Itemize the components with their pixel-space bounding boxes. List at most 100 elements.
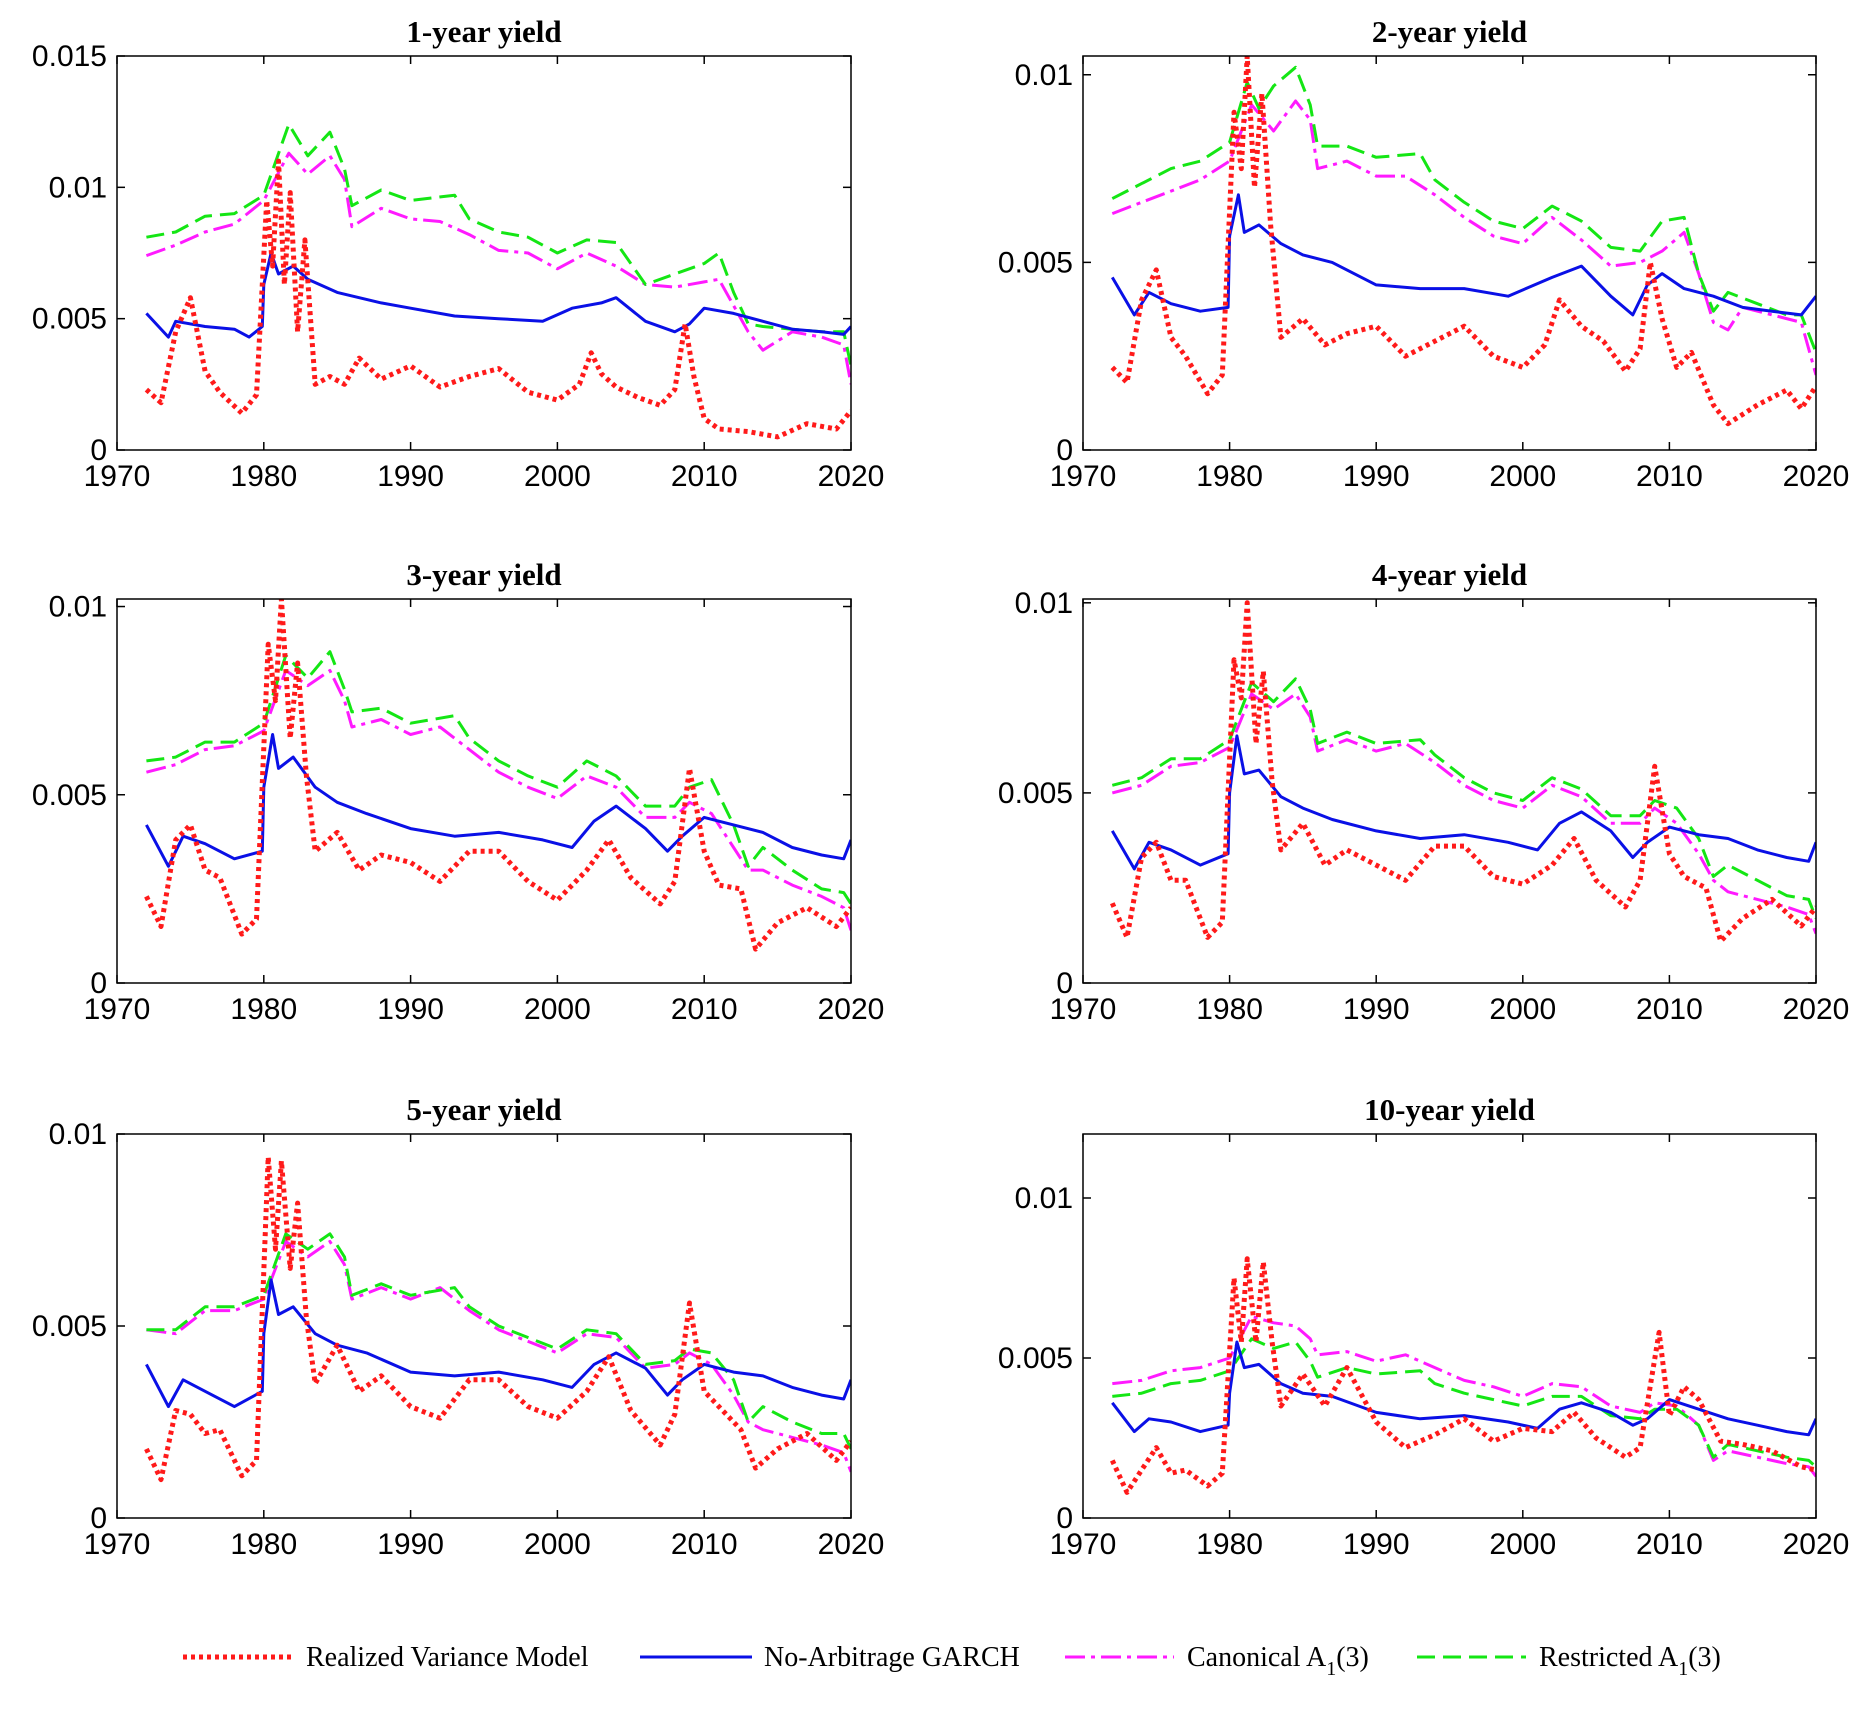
axes-frame bbox=[116, 55, 852, 451]
axes-frame bbox=[116, 1133, 852, 1519]
x-tick-label: 1970 bbox=[84, 993, 151, 1026]
series-line-realized bbox=[144, 599, 851, 952]
y-tick-label: 0.005 bbox=[998, 1342, 1073, 1375]
x-tick-label: 1980 bbox=[230, 993, 297, 1026]
x-tick-label: 1980 bbox=[230, 460, 297, 493]
y-tick-label: 0.01 bbox=[49, 591, 107, 624]
y-tick-label: 0.005 bbox=[32, 303, 107, 336]
legend-label: Realized Variance Model bbox=[306, 1642, 589, 1673]
x-tick-label: 1990 bbox=[1343, 460, 1410, 493]
panel-4: 4-year yield 1970 1980 1990 2000 2010 2020 0 0.0… bbox=[998, 557, 1849, 1026]
x-tick-label: 1980 bbox=[1196, 1528, 1263, 1561]
panel-title: 5-year yield bbox=[406, 1092, 561, 1127]
series-line-garch bbox=[1111, 734, 1816, 871]
series-line-restricted bbox=[146, 650, 851, 905]
series-line-canonical bbox=[1112, 1314, 1816, 1478]
series-line-restricted bbox=[146, 122, 851, 367]
y-tick-label: 0 bbox=[90, 434, 107, 467]
x-tick-label: 1990 bbox=[1343, 993, 1410, 1026]
y-tick-label: 0.01 bbox=[49, 171, 107, 204]
x-tick-label: 1980 bbox=[1196, 460, 1263, 493]
x-tick-label: 1970 bbox=[84, 460, 151, 493]
panel-2: 2-year yield 1970 1980 1990 2000 2010 2020 0 0.0… bbox=[998, 14, 1849, 493]
legend: Realized Variance Model No-Arbitrage GARC… bbox=[183, 1642, 1721, 1680]
y-tick-label: 0.01 bbox=[1015, 59, 1073, 92]
panel-title: 2-year yield bbox=[1372, 14, 1527, 49]
x-tick-label: 2020 bbox=[818, 1528, 885, 1561]
panel-title: 10-year yield bbox=[1364, 1092, 1535, 1127]
legend-label: Canonical A1(3) bbox=[1187, 1642, 1369, 1680]
series-line-realized bbox=[1110, 1256, 1816, 1495]
series-line-realized bbox=[144, 1154, 851, 1483]
panel-3: 3-year yield 1970 1980 1990 2000 2010 2020 0 0.0… bbox=[32, 557, 884, 1026]
x-tick-label: 2010 bbox=[1636, 993, 1703, 1026]
series-line-restricted bbox=[1111, 677, 1816, 919]
axes-frame bbox=[116, 598, 852, 984]
x-tick-label: 2000 bbox=[1489, 460, 1556, 493]
x-tick-label: 2000 bbox=[524, 460, 591, 493]
x-tick-label: 2020 bbox=[1783, 460, 1850, 493]
series-line-realized bbox=[144, 158, 851, 440]
series-line-realized bbox=[1110, 600, 1816, 944]
x-tick-label: 1980 bbox=[1196, 993, 1263, 1026]
legend-item-realized: Realized Variance Model bbox=[183, 1642, 589, 1673]
y-tick-label: 0.015 bbox=[32, 40, 107, 73]
y-tick-label: 0.005 bbox=[998, 777, 1073, 810]
x-tick-label: 2000 bbox=[524, 1528, 591, 1561]
legend-label: No-Arbitrage GARCH bbox=[764, 1642, 1020, 1673]
panel-1: 1-year yield 1970 1980 1990 2000 2010 2020 0 0.0… bbox=[32, 14, 884, 493]
series-line-canonical bbox=[1111, 99, 1816, 376]
series-line-garch bbox=[145, 733, 851, 868]
x-tick-label: 1990 bbox=[1343, 1528, 1410, 1561]
x-tick-label: 2020 bbox=[818, 460, 885, 493]
y-tick-label: 0.005 bbox=[998, 246, 1073, 279]
panel-6: 10-year yield 1970 1980 1990 2000 2010 2020 0 0.… bbox=[998, 1092, 1849, 1561]
panel-title: 4-year yield bbox=[1372, 557, 1527, 592]
x-tick-label: 2020 bbox=[1783, 1528, 1850, 1561]
x-tick-label: 2010 bbox=[671, 1528, 738, 1561]
y-tick-label: 0 bbox=[90, 1502, 107, 1535]
x-tick-label: 2010 bbox=[671, 460, 738, 493]
y-tick-label: 0 bbox=[1056, 967, 1073, 1000]
x-tick-label: 1970 bbox=[1050, 460, 1117, 493]
x-tick-label: 2010 bbox=[1636, 460, 1703, 493]
series-line-restricted bbox=[1112, 1337, 1816, 1468]
x-tick-label: 2010 bbox=[671, 993, 738, 1026]
panel-title: 1-year yield bbox=[406, 14, 561, 49]
series-line-canonical bbox=[145, 151, 851, 385]
legend-item-restricted: Restricted A1(3) bbox=[1417, 1642, 1721, 1680]
y-tick-label: 0.01 bbox=[49, 1118, 107, 1151]
legend-item-canonical: Canonical A1(3) bbox=[1065, 1642, 1369, 1680]
axes-frame bbox=[1082, 55, 1817, 451]
x-tick-label: 1970 bbox=[1050, 1528, 1117, 1561]
axes-frame bbox=[1082, 1133, 1817, 1519]
y-tick-label: 0.005 bbox=[32, 779, 107, 812]
x-tick-label: 1980 bbox=[230, 1528, 297, 1561]
series-line-restricted bbox=[146, 1232, 851, 1450]
x-tick-label: 2000 bbox=[1489, 993, 1556, 1026]
series-line-canonical bbox=[146, 669, 851, 931]
series-line-garch bbox=[1111, 193, 1816, 317]
y-tick-label: 0.01 bbox=[1015, 587, 1073, 620]
y-tick-label: 0 bbox=[1056, 1502, 1073, 1535]
x-tick-label: 2020 bbox=[818, 993, 885, 1026]
x-tick-label: 1990 bbox=[377, 1528, 444, 1561]
series-line-garch bbox=[145, 251, 851, 339]
x-tick-label: 2000 bbox=[1489, 1528, 1556, 1561]
series-line-canonical bbox=[1111, 692, 1816, 935]
x-tick-label: 2010 bbox=[1636, 1528, 1703, 1561]
series-line-realized bbox=[1110, 56, 1816, 427]
panel-title: 3-year yield bbox=[406, 557, 561, 592]
axes-frame bbox=[1082, 598, 1817, 984]
y-tick-label: 0 bbox=[1056, 434, 1073, 467]
x-tick-label: 2020 bbox=[1783, 993, 1850, 1026]
y-tick-label: 0.01 bbox=[1015, 1182, 1073, 1215]
panel-5: 5-year yield 1970 1980 1990 2000 2010 2020 0 0.0… bbox=[32, 1092, 884, 1561]
x-tick-label: 2000 bbox=[524, 993, 591, 1026]
y-tick-label: 0 bbox=[90, 967, 107, 1000]
legend-label: Restricted A1(3) bbox=[1539, 1642, 1721, 1680]
x-tick-label: 1970 bbox=[1050, 993, 1117, 1026]
y-tick-label: 0.005 bbox=[32, 1310, 107, 1343]
x-tick-label: 1970 bbox=[84, 1528, 151, 1561]
